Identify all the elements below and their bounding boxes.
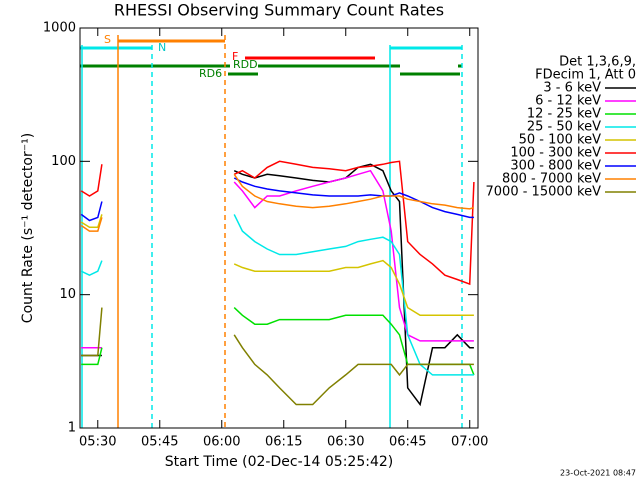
- annotation: RDD: [233, 58, 258, 71]
- x-tick-label: 07:00: [451, 435, 488, 450]
- x-tick-label: 05:45: [141, 435, 178, 450]
- series-line: [80, 173, 475, 232]
- series-line: [80, 177, 474, 222]
- y-axis-label: Count Rate (s⁻¹ detector⁻¹): [20, 133, 36, 323]
- legend-label: 12 - 25 keV: [527, 107, 601, 122]
- legend-label: 800 - 7000 keV: [502, 172, 601, 187]
- y-tick-label: 1000: [43, 21, 76, 36]
- series-line: [80, 214, 474, 376]
- x-tick-label: 06:45: [389, 435, 426, 450]
- legend-label: 300 - 800 keV: [510, 159, 601, 174]
- legend-label: 7000 - 15000 keV: [486, 185, 602, 200]
- footer: 23-Oct-2021 08:47: [560, 469, 636, 478]
- legend-label: 50 - 100 keV: [519, 133, 602, 148]
- legend-header: Det 1,3,6,9,: [559, 55, 636, 70]
- legend-label: 6 - 12 keV: [535, 94, 601, 109]
- legend-label: 25 - 50 keV: [527, 120, 601, 135]
- series-line: [80, 214, 474, 317]
- annotation: S: [104, 33, 111, 46]
- annotation: RD6: [199, 67, 222, 80]
- x-tick-label: 06:00: [203, 435, 240, 450]
- x-tick-label: 05:30: [79, 435, 116, 450]
- annotations: S N F RDD RD6: [80, 33, 463, 428]
- y-tick-label: 10: [59, 287, 76, 302]
- legend-header: FDecim 1, Att 0: [535, 68, 636, 83]
- series-line: [80, 160, 475, 286]
- plot-frame: [79, 27, 479, 429]
- y-tick-label: 1: [68, 421, 76, 436]
- annotation: F: [232, 50, 238, 63]
- y-tick-label: 100: [51, 154, 76, 169]
- annotation: N: [158, 41, 166, 54]
- x-tick-label: 06:30: [327, 435, 364, 450]
- legend-label: 100 - 300 keV: [510, 146, 601, 161]
- x-axis-label: Start Time (02-Dec-14 05:25:42): [165, 454, 393, 470]
- legend-label: 3 - 6 keV: [543, 81, 601, 96]
- series-line: [81, 307, 474, 406]
- series-line: [81, 169, 474, 349]
- chart-title: RHESSI Observing Summary Count Rates: [114, 1, 444, 20]
- x-tick-label: 06:15: [265, 435, 302, 450]
